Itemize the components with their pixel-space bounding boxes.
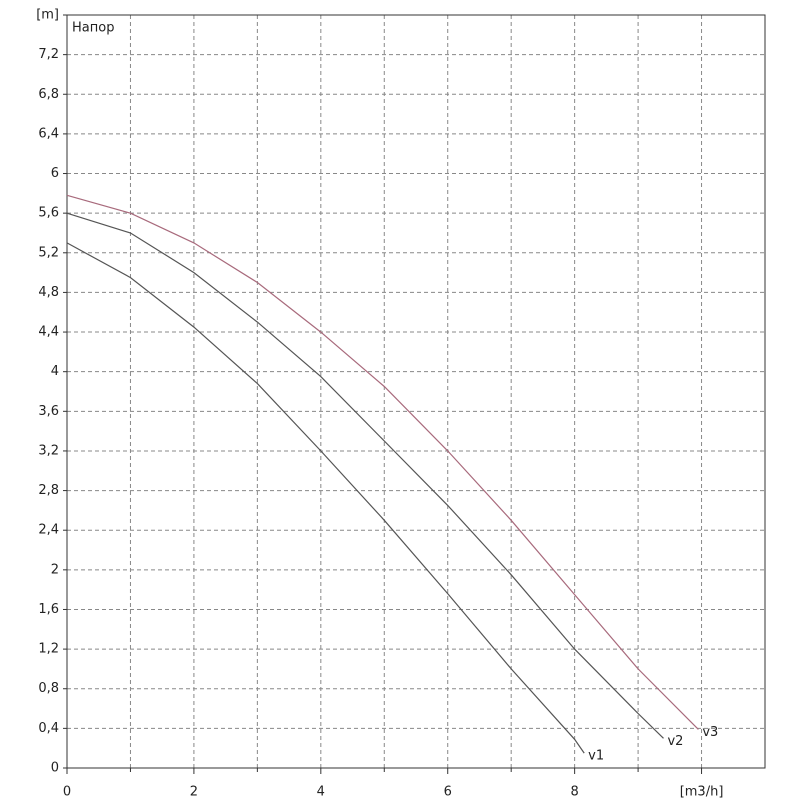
y-tick-label: 6,4	[38, 126, 59, 141]
series-label: v2	[667, 734, 683, 749]
x-tick-label: [m3/h]	[680, 785, 724, 800]
y-tick-label: 7,2	[38, 47, 59, 62]
y-tick-label: 0,4	[38, 721, 59, 736]
x-tick-label: 6	[444, 785, 452, 800]
x-tick-label: 4	[317, 785, 325, 800]
series-line	[66, 242, 585, 754]
x-tick-label: 0	[63, 785, 71, 800]
y-tick-label: 4	[51, 364, 59, 379]
x-tick-label: 8	[570, 785, 578, 800]
y-tick-label: 6	[51, 166, 59, 181]
y-tick-label: 5,2	[38, 245, 59, 260]
y-tick-label: 2	[51, 562, 59, 577]
y-tick-label: 1,2	[38, 642, 59, 657]
series-line	[66, 212, 664, 739]
y-tick-label: 6,8	[38, 87, 59, 102]
y-tick-label: 5,6	[38, 206, 59, 221]
y-tick-label: [m]	[36, 8, 59, 23]
y-tick-label: 3,6	[38, 404, 59, 419]
chart-title: Напор	[72, 21, 114, 36]
x-tick-label: 2	[190, 785, 198, 800]
series-label: v3	[702, 725, 718, 740]
y-tick-label: 2,4	[38, 523, 59, 538]
y-tick-label: 1,6	[38, 602, 59, 617]
y-tick-label: 0	[51, 761, 59, 776]
series-line	[66, 194, 699, 730]
y-tick-label: 3,2	[38, 443, 59, 458]
y-tick-label: 4,4	[38, 325, 59, 340]
series-label: v1	[588, 749, 604, 764]
y-tick-label: 2,8	[38, 483, 59, 498]
y-tick-label: 4,8	[38, 285, 59, 300]
plot-frame	[66, 14, 766, 769]
y-tick-label: 0,8	[38, 681, 59, 696]
